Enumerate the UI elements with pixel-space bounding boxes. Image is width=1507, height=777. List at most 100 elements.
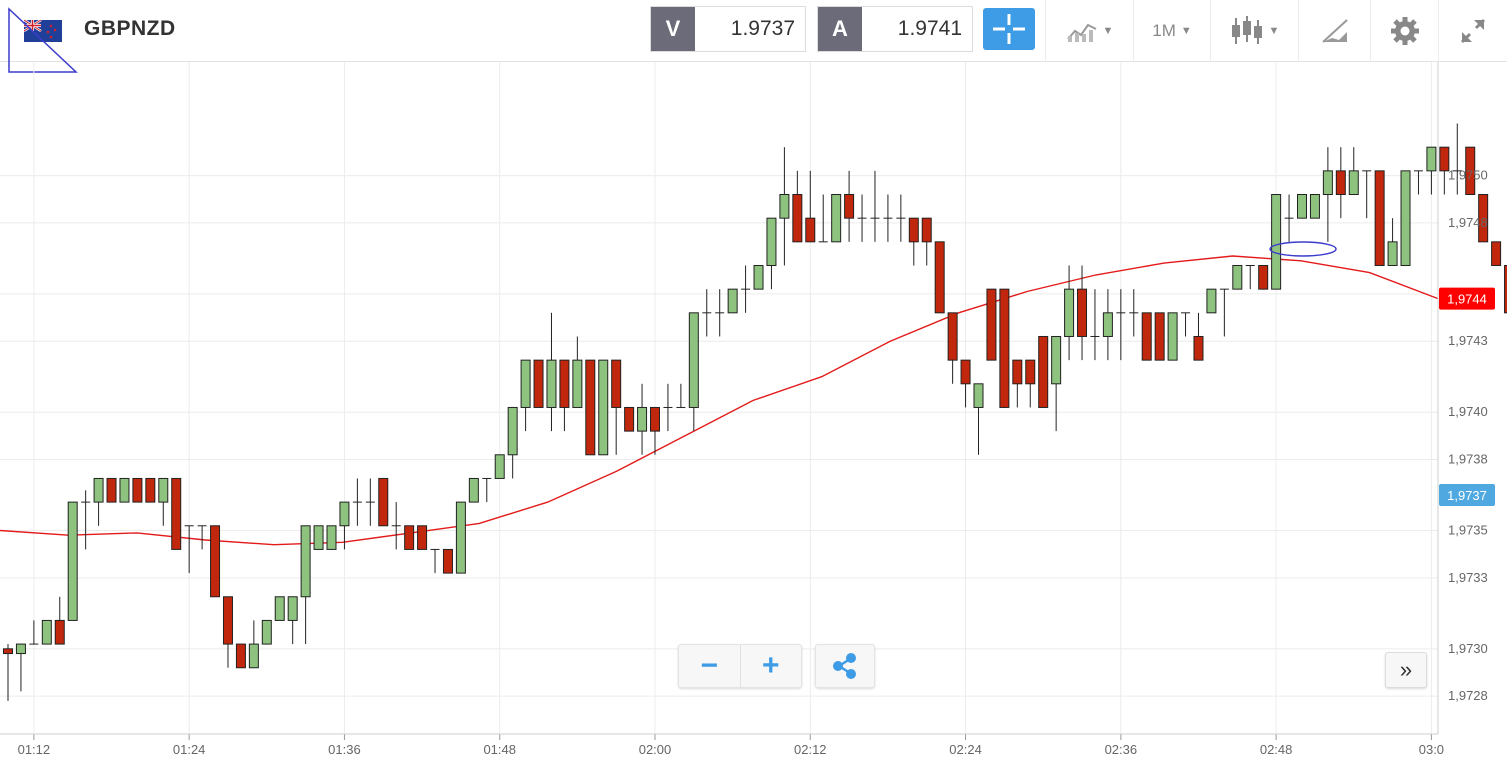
candle — [443, 549, 452, 573]
x-tick-label: 02:12 — [794, 742, 827, 757]
candle — [663, 384, 672, 431]
drawing-tools-button[interactable] — [1298, 0, 1370, 62]
candle — [1194, 313, 1203, 360]
y-tick-label: 1,9750 — [1448, 168, 1488, 183]
settings-button[interactable] — [1370, 0, 1438, 62]
candle — [1168, 313, 1177, 360]
candle — [301, 526, 310, 644]
grid — [0, 62, 1438, 734]
candle-body-down — [651, 407, 660, 431]
x-tick-label: 03:0 — [1419, 742, 1444, 757]
candle-body-down — [4, 649, 13, 654]
ask-tag: A — [818, 7, 862, 51]
candle-body-up — [1207, 289, 1216, 313]
candle-body-up — [1388, 242, 1397, 266]
candle-body-down — [405, 526, 414, 550]
candle — [1181, 313, 1190, 337]
candle — [1453, 124, 1462, 195]
candle — [418, 526, 427, 550]
candle — [845, 171, 854, 242]
candle-body-down — [223, 597, 232, 644]
candle-body-down — [1013, 360, 1022, 384]
scroll-to-end-button[interactable]: » — [1385, 652, 1427, 688]
candle — [94, 478, 103, 525]
candle-body-up — [249, 644, 258, 668]
candle-body-up — [1427, 147, 1436, 171]
candle — [392, 502, 401, 549]
x-tick-label: 01:24 — [173, 742, 206, 757]
candle-body-up — [638, 407, 647, 431]
candle — [1246, 265, 1255, 289]
candle-body-up — [275, 597, 284, 621]
bid-price-box[interactable]: V 1.9737 — [650, 6, 806, 52]
candle — [236, 644, 245, 668]
candle-body-up — [1168, 313, 1177, 360]
candle — [741, 265, 750, 312]
candle — [1336, 147, 1345, 218]
candle — [676, 384, 685, 408]
candle-body-up — [314, 526, 323, 550]
candle-type-button[interactable]: ▼ — [1210, 0, 1298, 62]
candle — [651, 407, 660, 454]
candle-body-up — [68, 502, 77, 620]
zoom-in-button[interactable]: + — [740, 645, 802, 687]
candle — [146, 478, 155, 502]
share-button[interactable] — [815, 644, 875, 688]
moving-average-line — [0, 256, 1438, 545]
candle-body-down — [146, 478, 155, 502]
chart-toolbar: GBPNZD V 1.9737 A 1.9741 ▼ 1M ▼ ▼ — [0, 0, 1507, 62]
y-tick-label: 1,9730 — [1448, 641, 1488, 656]
x-tick-label: 02:24 — [949, 742, 982, 757]
candle-body-up — [1052, 336, 1061, 383]
candle — [883, 195, 892, 242]
chevron-down-icon: ▼ — [1103, 25, 1114, 37]
candle — [1039, 336, 1048, 407]
candle-body-up — [754, 265, 763, 289]
candle-body-up — [262, 620, 271, 644]
candle — [1090, 289, 1099, 360]
candle-body-up — [521, 360, 530, 407]
candle-body-up — [1298, 195, 1307, 219]
candle-body-up — [1323, 171, 1332, 195]
candle — [780, 147, 789, 265]
candle-body-down — [379, 478, 388, 525]
candle-body-down — [612, 360, 621, 407]
crosshair-button[interactable] — [983, 8, 1035, 50]
ask-price-box[interactable]: A 1.9741 — [817, 6, 973, 52]
candle-body-up — [780, 195, 789, 219]
candle — [288, 597, 297, 644]
gear-icon — [1390, 16, 1420, 46]
candle — [1052, 336, 1061, 431]
candle — [1414, 171, 1423, 195]
candle-body-up — [728, 289, 737, 313]
candle — [185, 526, 194, 573]
candle — [172, 478, 181, 549]
candle — [508, 407, 517, 478]
candle — [1103, 289, 1112, 360]
zoom-out-button[interactable]: − — [679, 645, 740, 687]
candle-body-up — [1065, 289, 1074, 336]
timeframe-button[interactable]: 1M ▼ — [1133, 0, 1210, 62]
bid-price: 1.9737 — [695, 17, 805, 41]
candle — [1116, 289, 1125, 360]
candle-body-up — [508, 407, 517, 454]
candle-body-up — [288, 597, 297, 621]
candle-body-up — [327, 526, 336, 550]
double-chevron-right-icon: » — [1400, 657, 1412, 683]
bid-tag: V — [651, 7, 695, 51]
candle — [223, 597, 232, 668]
candle — [754, 265, 763, 289]
ask-price: 1.9741 — [862, 17, 972, 41]
chart-style-button[interactable]: ▼ — [1045, 0, 1133, 62]
candle — [353, 478, 362, 525]
fullscreen-button[interactable] — [1438, 0, 1507, 62]
candle — [1026, 360, 1035, 407]
candle-body-up — [1310, 195, 1319, 219]
candle-body-down — [1194, 336, 1203, 360]
candle-body-up — [689, 313, 698, 408]
candle — [1362, 171, 1371, 218]
candle — [909, 218, 918, 265]
candle — [521, 360, 530, 431]
candle — [1000, 289, 1009, 407]
candle — [767, 218, 776, 289]
